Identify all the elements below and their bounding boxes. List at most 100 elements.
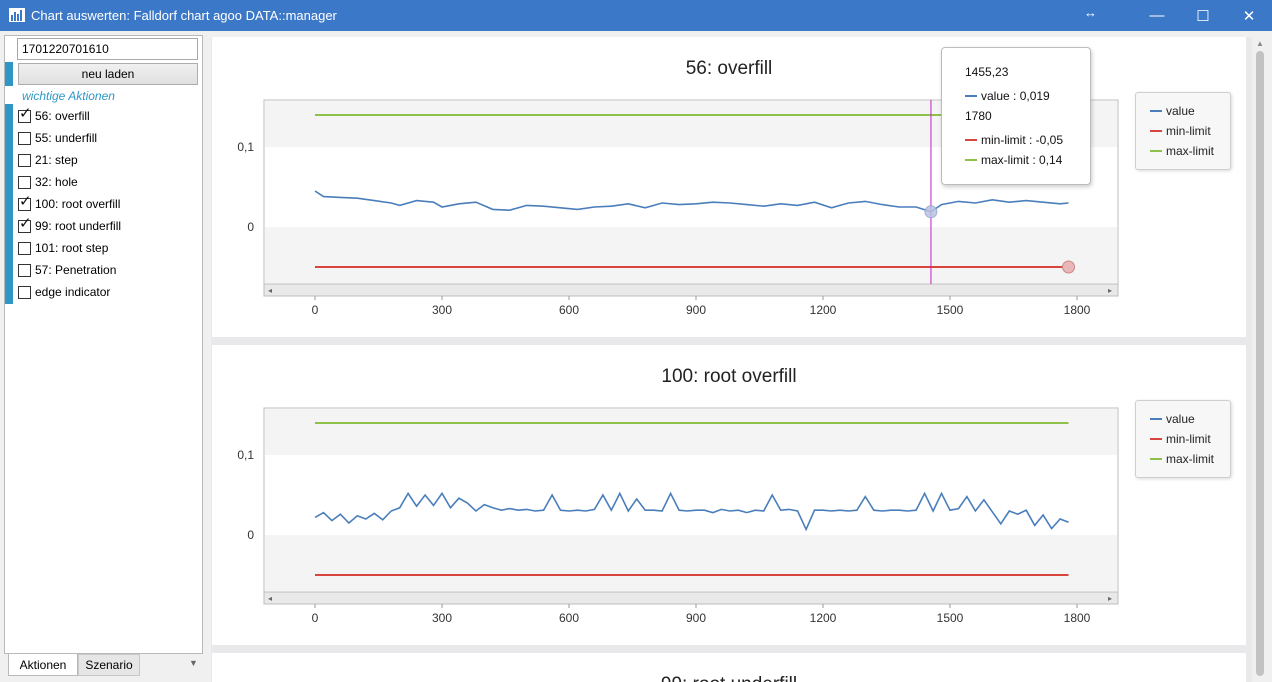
accent-bar [5,62,13,86]
tooltip-value: value : 0,019 [965,89,1050,103]
legend-swatch [1150,458,1162,460]
checkmark-icon: ✓ [19,104,32,122]
minimize-button[interactable]: — [1134,0,1180,31]
checkbox-item[interactable]: edge indicator [18,282,110,302]
checkbox[interactable] [18,175,31,189]
chart-tooltip: 1455,23 value : 0,019 1780 min-limit : -… [941,47,1091,185]
checkbox[interactable] [18,285,31,299]
checkbox-label: 99: root underfill [35,219,122,233]
tooltip-max: max-limit : 0,14 [965,153,1062,167]
legend-swatch [1150,110,1162,112]
chart-scrollbar [263,591,1119,605]
close-button[interactable]: ✕ [1226,0,1272,31]
x-tick-label: 1500 [937,611,964,625]
checkbox[interactable] [18,241,31,255]
chart-card-root-overfill: 100: root overfill ◂ ▸ 0,1 0 0 300 600 900 1200 1… [212,345,1246,645]
chart-legend: value min-limit max-limit [1135,400,1231,478]
chart-plot[interactable]: ◂ ▸ 0,1 0 0 300 600 900 1200 1500 1800 [212,37,1246,337]
maximize-icon: ☐ [1196,7,1210,25]
checkbox-item[interactable]: 32: hole [18,172,78,192]
x-tick-label: 1800 [1064,303,1091,317]
tooltip-min-label: min-limit : -0,05 [981,133,1064,147]
legend-swatch [1150,150,1162,152]
checkbox-item[interactable]: 55: underfill [18,128,97,148]
x-tick-label: 0 [312,303,319,317]
legend-item-max: max-limit [1150,451,1214,467]
x-tick-label: 900 [686,303,706,317]
x-tick-label: 300 [432,611,452,625]
checkbox-item[interactable]: 57: Penetration [18,260,116,280]
chart-plot[interactable]: ◂ ▸ 0,1 0 0 300 600 900 1200 1500 1800 [212,345,1246,645]
grid-band [265,409,1117,455]
reload-button[interactable]: neu laden [18,63,198,85]
chart-title: 99: root underfill [212,674,1246,682]
minimize-icon: — [1149,7,1165,24]
tab-aktionen[interactable]: Aktionen [8,654,78,676]
grid-band [265,227,1117,283]
chevron-down-icon[interactable]: ▼ [189,658,198,668]
checkbox[interactable]: ✓ [18,106,32,123]
checkbox-item[interactable]: ✓ 100: root overfill [18,194,120,214]
checkbox-item[interactable]: 21: step [18,150,78,170]
scroll-left-icon: ◂ [268,286,272,295]
legend-label: value [1166,104,1195,118]
legend-swatch [1150,438,1162,440]
window-titlebar: Chart auswerten: Falldorf chart agoo DAT… [0,0,1272,31]
chart-title: 100: root overfill [661,366,797,387]
scrollbar-thumb[interactable] [1256,51,1264,676]
series-line-value [314,190,1069,213]
section-label: wichtige Aktionen [22,89,115,103]
y-tick-label: 0,1 [237,140,254,154]
charts-scroll-area[interactable]: 56: overfill ◂ ▸ 0,1 0 0 300 600 900 1200 1500 180… [211,37,1252,682]
checkbox[interactable]: ✓ [18,194,32,211]
checkbox[interactable] [18,131,31,145]
vertical-scrollbar[interactable]: ▲ [1253,37,1268,682]
min-marker [1062,260,1076,274]
y-tick-label: 0 [247,220,254,234]
chart-app-icon [9,8,25,22]
legend-item-min: min-limit [1150,431,1211,447]
checkbox-item[interactable]: ✓ 56: overfill [18,106,90,126]
close-icon: ✕ [1242,7,1256,25]
tooltip-value-label: value : 0,019 [981,89,1050,103]
tooltip-max-label: max-limit : 0,14 [981,153,1063,167]
checkbox[interactable]: ✓ [18,216,32,233]
legend-label: max-limit [1166,452,1214,466]
scroll-right-icon: ▸ [1108,286,1112,295]
resize-arrows-icon[interactable]: ↔ [1084,5,1097,20]
chart-scrollbar [263,283,1119,297]
scroll-up-icon[interactable]: ▲ [1256,39,1264,48]
checkbox-item[interactable]: ✓ 99: root underfill [18,216,121,236]
accent-bar [5,104,13,304]
legend-item-min: min-limit [1150,123,1211,139]
legend-label: value [1166,412,1195,426]
legend-label: min-limit [1166,432,1211,446]
maximize-button[interactable]: ☐ [1180,0,1226,31]
x-tick-label: 1200 [810,303,837,317]
scan-id-input[interactable] [17,38,198,60]
checkbox-label: 55: underfill [35,131,98,145]
checkbox[interactable] [18,263,31,277]
legend-item-value: value [1150,411,1195,427]
value-marker [924,205,938,219]
x-tick-label: 600 [559,611,579,625]
checkbox-label: 21: step [35,153,78,167]
chart-legend: value min-limit max-limit [1135,92,1231,170]
grid-band [265,535,1117,591]
checkbox-item[interactable]: 101: root step [18,238,108,258]
x-tick-label: 300 [432,303,452,317]
checkbox[interactable] [18,153,31,167]
chart-card-root-underfill: 99: root underfill [212,653,1246,682]
x-tick-label: 0 [312,611,319,625]
tab-szenario[interactable]: Szenario [78,654,140,676]
legend-item-max: max-limit [1150,143,1214,159]
x-tick-label: 1800 [1064,611,1091,625]
tooltip-min: min-limit : -0,05 [965,133,1063,147]
tooltip-x2: 1780 [965,109,992,123]
x-tick-label: 1200 [810,611,837,625]
checkbox-label: 100: root overfill [35,197,121,211]
legend-item-value: value [1150,103,1195,119]
chart-title: 56: overfill [685,58,773,79]
bottom-tabstrip: Aktionen Szenario ▼ [4,654,203,678]
checkbox-label: 57: Penetration [35,263,117,277]
